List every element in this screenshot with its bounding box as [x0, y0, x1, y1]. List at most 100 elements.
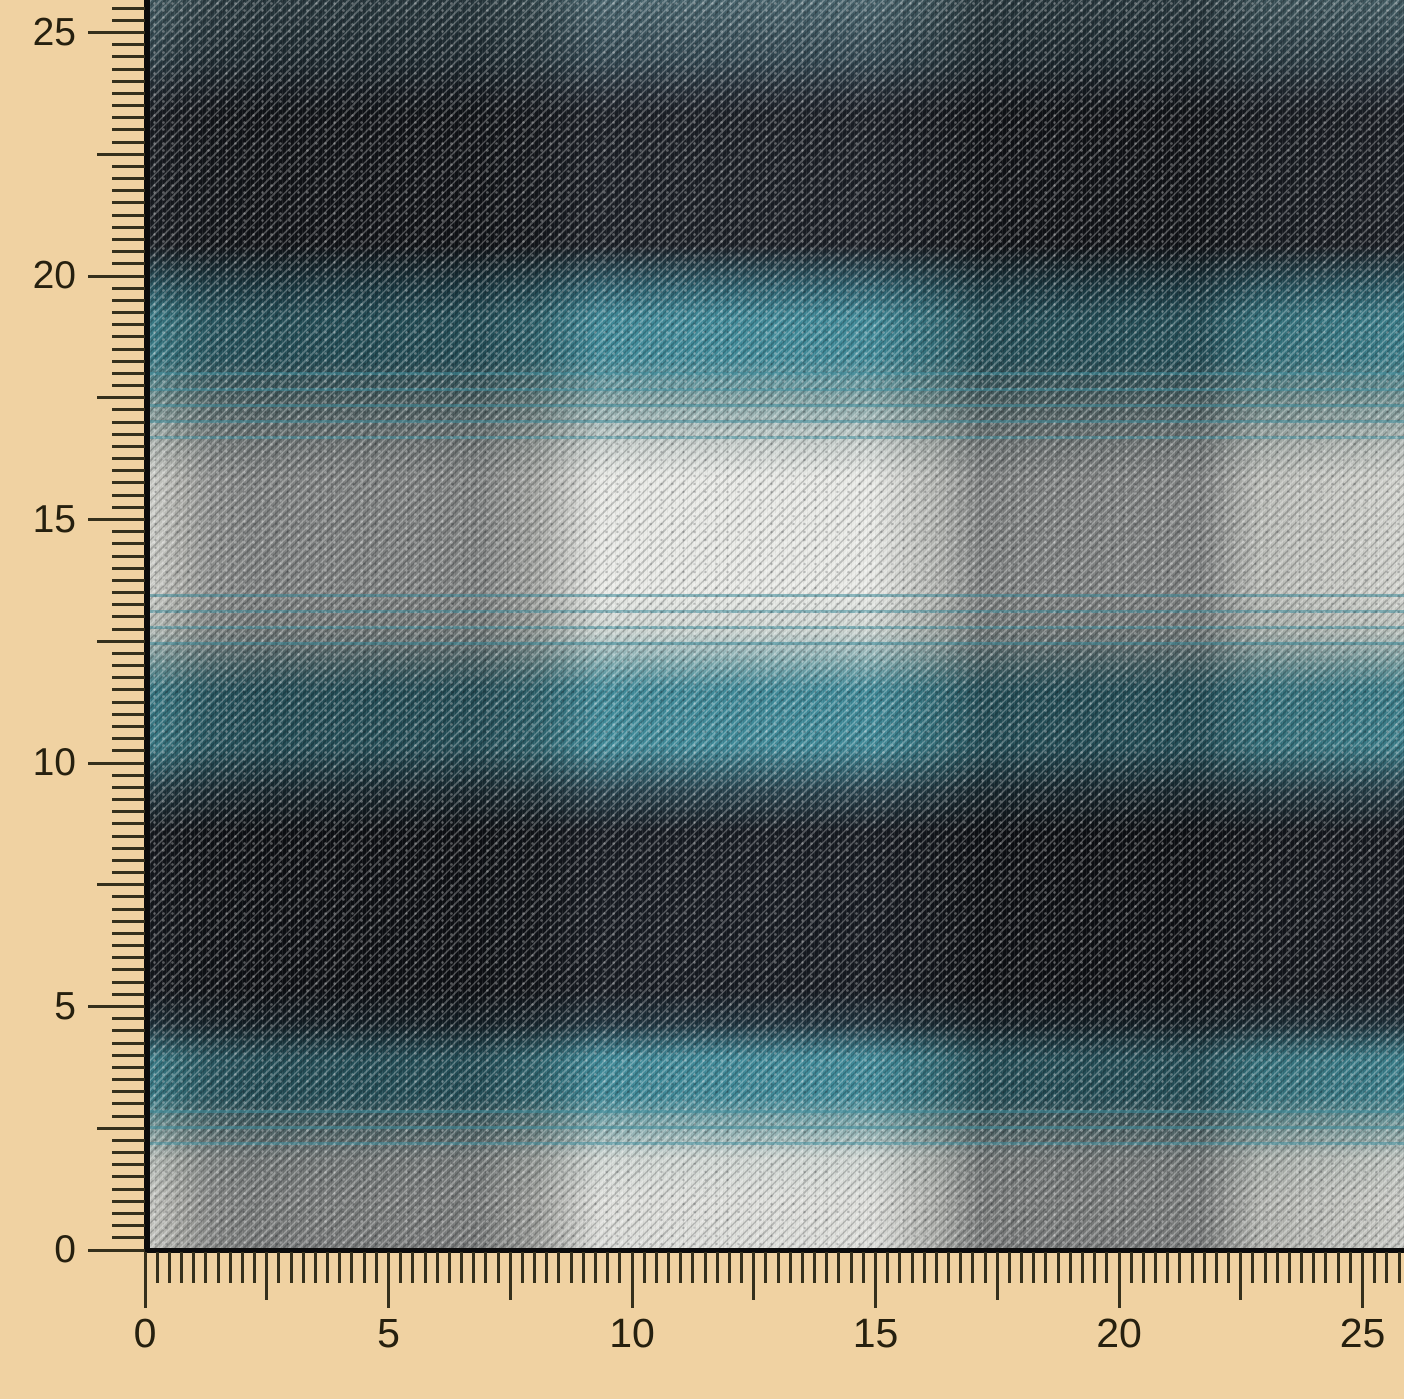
vertical-ruler-tick [112, 189, 145, 193]
vertical-ruler-tick [112, 262, 145, 266]
horizontal-ruler-tick [764, 1252, 768, 1283]
horizontal-ruler-tick [1251, 1252, 1255, 1283]
vertical-ruler-tick [112, 505, 145, 509]
horizontal-ruler-tick [1020, 1252, 1024, 1283]
horizontal-ruler-tick [1227, 1252, 1231, 1283]
vertical-ruler-tick [112, 1211, 145, 1215]
horizontal-ruler-tick [338, 1252, 342, 1283]
horizontal-ruler-tick [1397, 1252, 1401, 1283]
vertical-ruler-tick [112, 408, 145, 412]
vertical-ruler-tick [97, 639, 145, 643]
vertical-ruler-tick [112, 444, 145, 448]
horizontal-ruler-tick [667, 1252, 671, 1283]
vertical-ruler-tick [88, 518, 145, 521]
fabric-swatch [150, 0, 1404, 1248]
vertical-ruler-tick [112, 554, 145, 558]
horizontal-ruler-tick [691, 1252, 695, 1283]
horizontal-ruler-tick [910, 1252, 914, 1283]
vertical-ruler-tick [112, 43, 145, 47]
horizontal-ruler-tick [362, 1252, 366, 1283]
vertical-ruler-tick [112, 810, 145, 814]
vertical-ruler-tick [112, 542, 145, 546]
vertical-ruler-tick [112, 201, 145, 205]
horizontal-ruler-tick [959, 1252, 963, 1283]
vertical-ruler-tick [112, 55, 145, 59]
horizontal-ruler-tick [143, 1252, 147, 1308]
horizontal-ruler-label: 15 [852, 1310, 899, 1356]
vertical-ruler-tick [112, 79, 145, 83]
horizontal-ruler-tick [435, 1252, 439, 1283]
horizontal-ruler-tick [1007, 1252, 1011, 1283]
horizontal-ruler-label: 25 [1339, 1310, 1386, 1356]
horizontal-ruler-tick [411, 1252, 415, 1283]
vertical-ruler-tick [112, 213, 145, 217]
vertical-ruler-tick [112, 116, 145, 120]
horizontal-ruler-tick [301, 1252, 305, 1283]
vertical-ruler-tick [88, 1005, 145, 1008]
vertical-ruler-tick [112, 846, 145, 850]
vertical-ruler-tick [112, 858, 145, 862]
vertical-ruler-tick [112, 1114, 145, 1118]
horizontal-ruler-tick [874, 1252, 877, 1308]
horizontal-ruler-tick [1324, 1252, 1328, 1283]
horizontal-ruler-tick [253, 1252, 257, 1283]
horizontal-ruler-label: 5 [377, 1310, 400, 1356]
vertical-ruler-tick [112, 1017, 145, 1021]
horizontal-ruler-tick [727, 1252, 731, 1283]
horizontal-ruler-tick [1178, 1252, 1182, 1283]
horizontal-ruler-tick [618, 1252, 622, 1283]
vertical-ruler-tick [112, 919, 145, 923]
vertical-ruler-tick [97, 1126, 145, 1130]
horizontal-ruler-tick [167, 1252, 171, 1283]
vertical-ruler-tick [112, 603, 145, 607]
vertical-ruler-tick [112, 566, 145, 570]
vertical-ruler-tick [112, 164, 145, 168]
horizontal-ruler-tick [776, 1252, 780, 1283]
vertical-ruler-tick [112, 700, 145, 704]
horizontal-ruler-tick [679, 1252, 683, 1283]
horizontal-ruler-tick [1385, 1252, 1389, 1283]
vertical-ruler-label: 25 [32, 10, 76, 54]
vertical-ruler-tick [112, 907, 145, 911]
vertical-ruler-tick [112, 822, 145, 826]
horizontal-ruler-tick [313, 1252, 317, 1283]
vertical-ruler-tick [112, 1138, 145, 1142]
vertical-ruler-tick [112, 18, 145, 22]
horizontal-ruler-tick [800, 1252, 804, 1283]
vertical-ruler-tick [112, 384, 145, 388]
horizontal-ruler-tick [216, 1252, 220, 1283]
horizontal-ruler-tick [1287, 1252, 1291, 1283]
horizontal-ruler-tick [581, 1252, 585, 1283]
vertical-ruler-tick [112, 968, 145, 972]
vertical-ruler-tick [112, 578, 145, 582]
vertical-ruler-tick [112, 177, 145, 181]
vertical-ruler-label: 0 [54, 1228, 76, 1271]
vertical-ruler-tick [112, 140, 145, 144]
horizontal-ruler-tick [423, 1252, 427, 1283]
horizontal-ruler-tick [922, 1252, 926, 1283]
vertical-ruler-tick [112, 1175, 145, 1179]
vertical-ruler-tick [97, 396, 145, 400]
horizontal-ruler-tick [326, 1252, 330, 1283]
vertical-ruler-tick [112, 895, 145, 899]
horizontal-ruler-tick [472, 1252, 476, 1283]
vertical-ruler-tick [112, 992, 145, 996]
horizontal-ruler-tick [1202, 1252, 1206, 1283]
horizontal-ruler-tick [1214, 1252, 1218, 1283]
vertical-ruler-tick [112, 712, 145, 716]
vertical-ruler-tick [112, 785, 145, 789]
horizontal-ruler-tick [289, 1252, 293, 1283]
vertical-ruler-label: 10 [32, 741, 76, 784]
vertical-ruler-tick [112, 688, 145, 692]
horizontal-ruler-tick [265, 1252, 269, 1300]
vertical-ruler-tick [112, 298, 145, 302]
vertical-ruler-tick [112, 627, 145, 631]
horizontal-ruler-tick [630, 1252, 634, 1308]
horizontal-ruler-tick [277, 1252, 281, 1283]
vertical-ruler-tick [112, 944, 145, 948]
horizontal-ruler-tick [1105, 1252, 1109, 1283]
horizontal-ruler-tick [947, 1252, 951, 1283]
horizontal-ruler-tick [557, 1252, 561, 1283]
vertical-ruler-tick [112, 1053, 145, 1057]
horizontal-ruler-tick [1263, 1252, 1267, 1283]
